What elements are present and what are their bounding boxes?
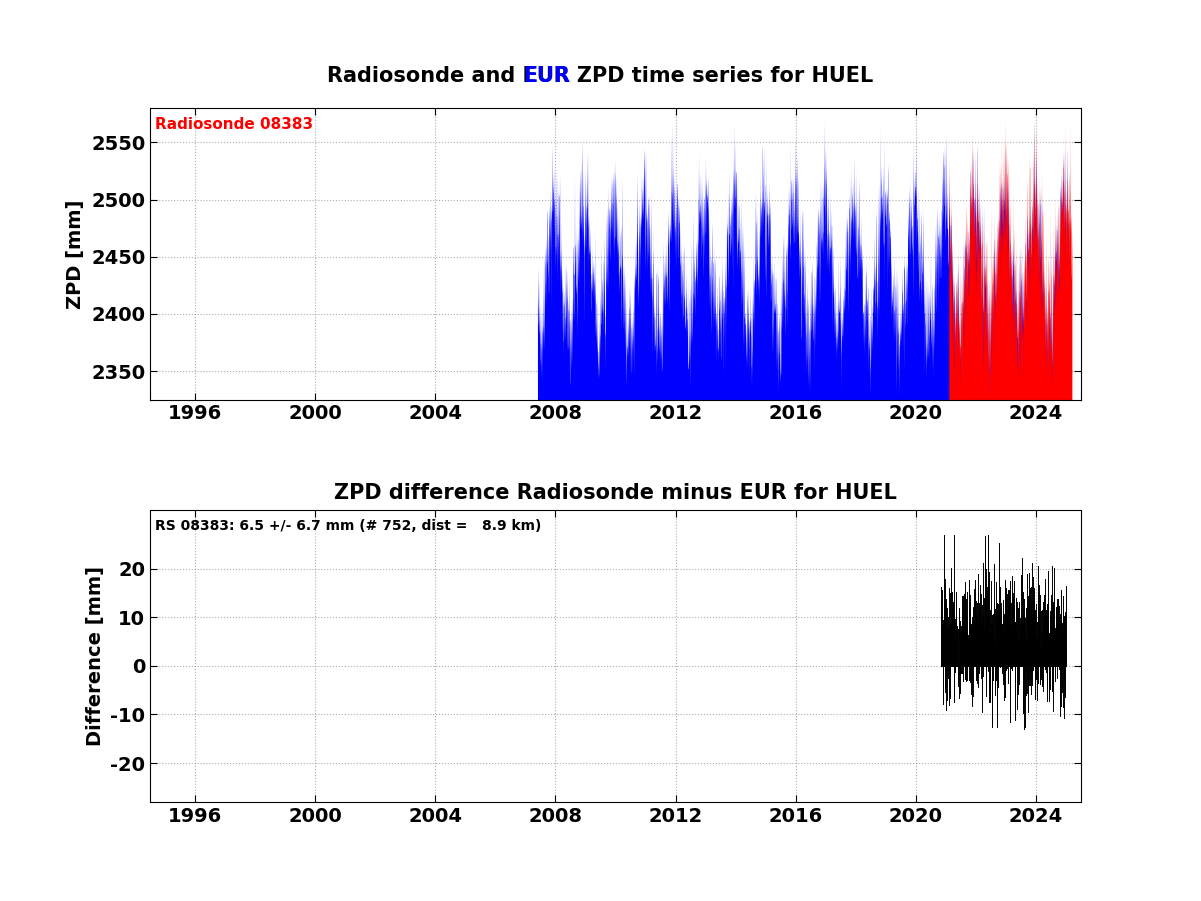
Y-axis label: ZPD [mm]: ZPD [mm] [66,199,85,308]
Title: ZPD difference Radiosonde minus EUR for HUEL: ZPD difference Radiosonde minus EUR for … [334,483,897,504]
Text: EUR: EUR [522,66,570,86]
Y-axis label: Difference [mm]: Difference [mm] [85,566,104,746]
Text: Radiosonde and EUR ZPD time series for HUEL: Radiosonde and EUR ZPD time series for H… [328,66,873,86]
Text: Radiosonde 08383: Radiosonde 08383 [155,117,313,132]
Text: RS 08383: 6.5 +/- 6.7 mm (# 752, dist =   8.9 km): RS 08383: 6.5 +/- 6.7 mm (# 752, dist = … [155,519,542,533]
